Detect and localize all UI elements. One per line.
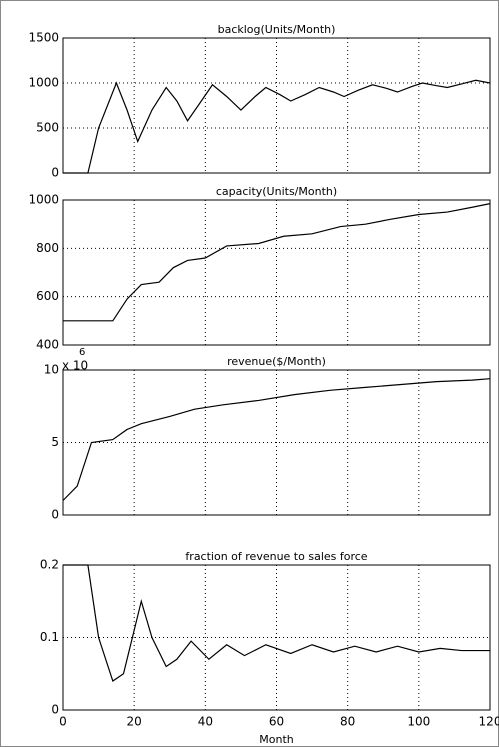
plot-title: fraction of revenue to sales force [185,550,367,563]
exponent-power: 6 [79,347,85,358]
y-tick-label: 400 [36,338,59,352]
y-tick-label: 0 [51,703,59,717]
series-line [63,203,491,322]
y-tick-label: 0 [51,508,59,522]
x-tick-label: 100 [407,715,430,729]
y-tick-label: 1000 [28,193,59,207]
plot-title: capacity(Units/Month) [216,185,337,198]
plot-title: backlog(Units/Month) [218,23,336,36]
x-axis-label: Month [259,733,294,746]
series-line [62,378,491,501]
plot-title: revenue($/Month) [227,355,326,368]
y-tick-label: 5 [51,435,59,449]
x-tick-label: 20 [127,715,142,729]
x-tick-label: 40 [198,715,213,729]
y-tick-label: 800 [36,241,59,255]
y-tick-label: 600 [36,289,59,303]
x-tick-label: 0 [59,715,67,729]
y-tick-label: 1500 [28,31,59,45]
x-tick-label: 60 [269,715,284,729]
y-tick-label: 0.1 [40,630,59,644]
y-tick-label: 0 [51,166,59,180]
series-line [63,564,490,682]
y-tick-label: 0.2 [40,558,59,572]
series-line [63,79,491,174]
x-tick-label: 80 [340,715,355,729]
y-tick-label: 10 [44,363,59,377]
y-tick-label: 500 [36,121,59,135]
exponent-base: x 10 [62,359,88,373]
x-tick-label: 120 [479,715,499,729]
y-tick-label: 1000 [28,76,59,90]
